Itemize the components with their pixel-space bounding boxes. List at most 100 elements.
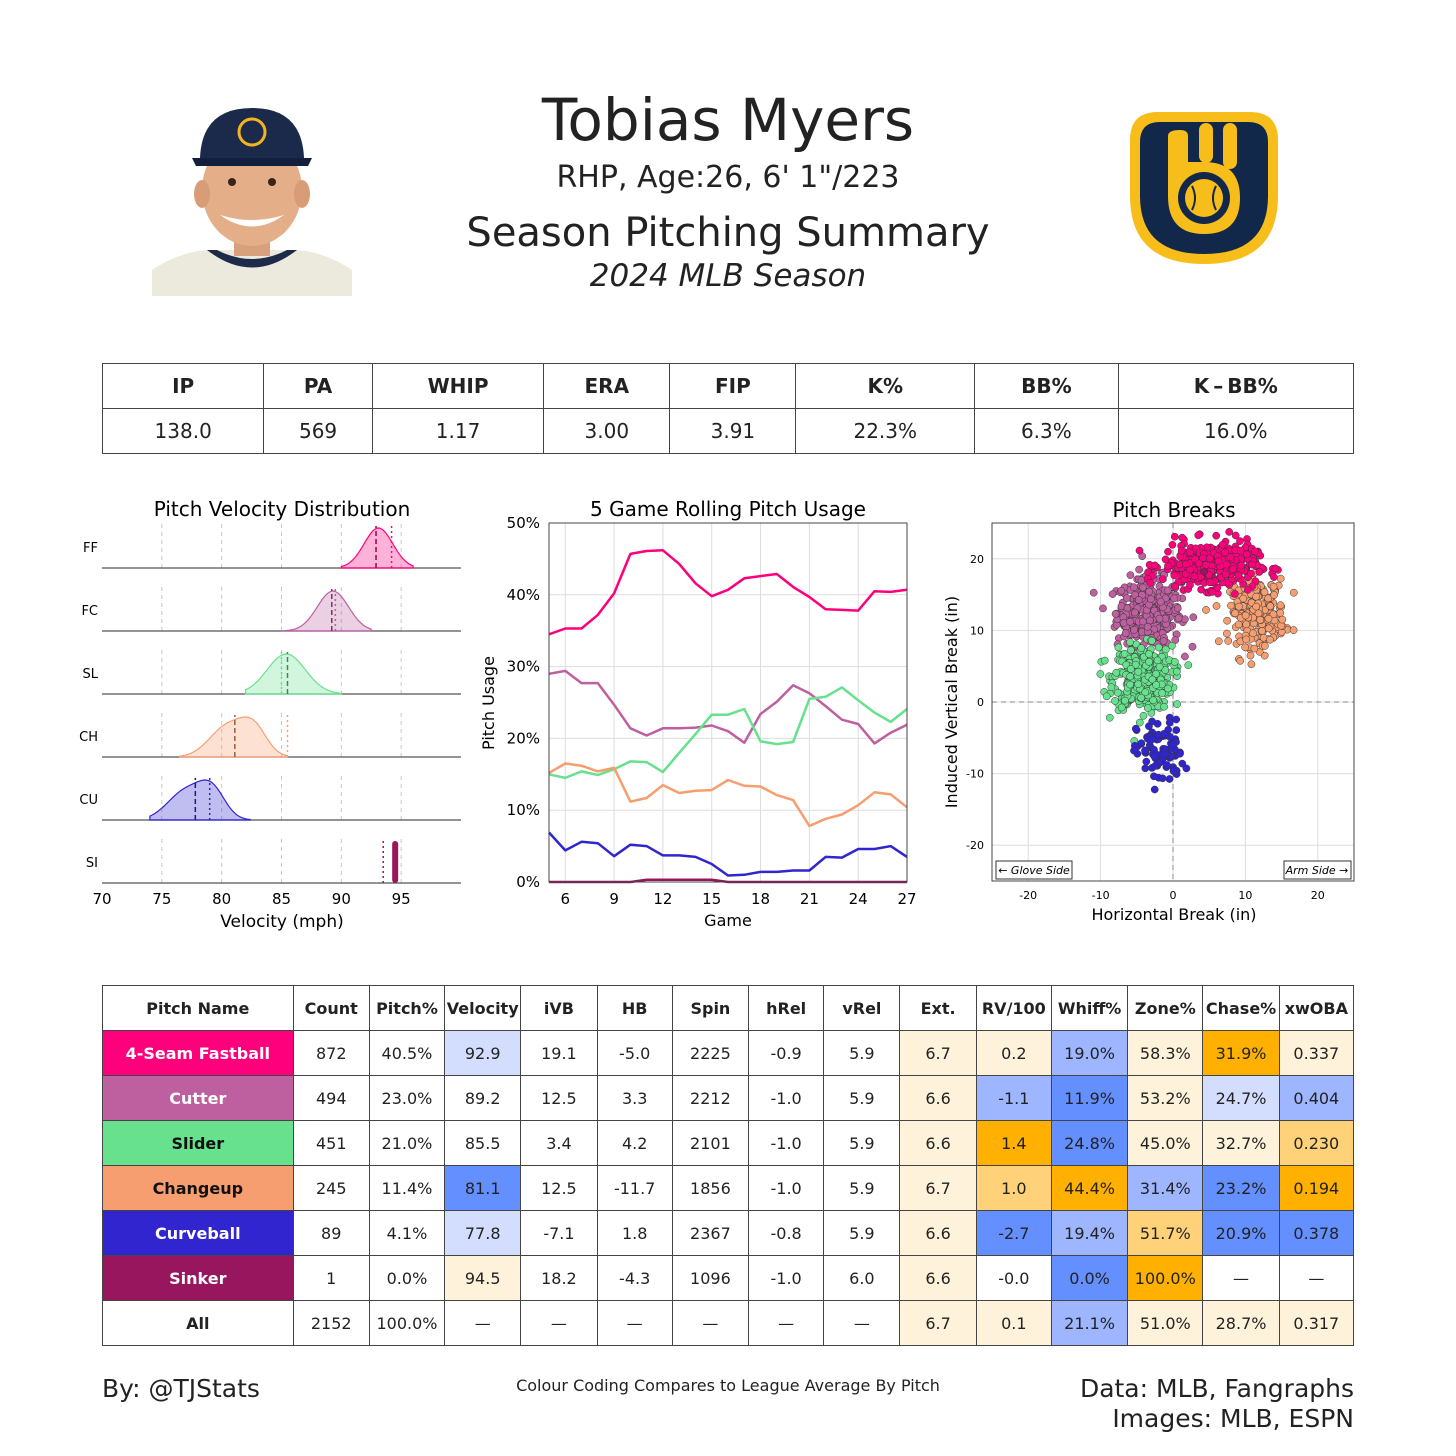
break-point-SL [1170,658,1179,666]
break-point-CU [1176,749,1184,758]
usage-x-tick-label: 6 [560,890,570,908]
break-point-CU [1169,767,1178,775]
break-point-FF [1194,531,1203,540]
stats-value-cell: 1.17 [371,408,545,454]
break-point-FC [1173,604,1182,613]
break-point-SL [1117,703,1126,712]
break-point-CH [1242,620,1251,629]
pitch-table-cell: -0.9 [748,1030,825,1076]
pitch-table-cell: 1 [292,1255,370,1301]
pitch-table-cell: 19.0% [1050,1030,1129,1076]
pitch-table-cell: 31.9% [1202,1030,1280,1076]
break-point-FC [1188,642,1197,651]
velocity-x-axis-label: Velocity (mph) [220,912,343,932]
rolling-usage-chart: 5 Game Rolling Pitch Usage 6 9 12 15 18 21 24 2… [479,497,917,930]
break-point-CH [1276,574,1285,583]
pitch-table-cell: -2.7 [975,1210,1052,1256]
break-point-SL [1127,646,1135,655]
pitch-table-cell: -1.0 [748,1120,825,1166]
break-point-FF [1135,546,1144,555]
break-point-FC [1089,588,1098,597]
arm-side-annotation: Arm Side → [1285,864,1349,877]
pitch-table-cell: 1.8 [596,1210,673,1256]
pitch-table-cell: — [671,1300,750,1346]
break-point-CU [1141,746,1149,755]
break-point-FF [1159,575,1167,584]
pitch-table-cell: -5.0 [596,1030,673,1076]
pitch-table-row: Slider 451 21.0% 85.5 3.4 4.2 2101 -1.0 5.9 6.6 1.… [102,1120,1355,1166]
pitch-table-cell: 45.0% [1127,1120,1204,1166]
pitch-arsenal-table: Pitch Name Count Pitch% Velocity iVB HB Spin hR… [102,985,1355,1346]
pitch-table-cell: 31.4% [1127,1165,1204,1211]
break-point-FF [1212,531,1221,540]
break-point-CU [1161,749,1170,758]
break-point-SL [1102,692,1111,701]
velocity-row-label: FC [81,604,98,619]
usage-y-tick-label: 10% [507,801,540,819]
pitch-table-cell: 12.5 [520,1075,598,1121]
break-point-SL [1145,657,1153,666]
pitch-table-cell: 2212 [671,1075,750,1121]
break-point-FC [1181,652,1189,661]
break-point-FC [1126,617,1134,626]
pitch-table-cell: 20.9% [1202,1210,1280,1256]
break-point-FC [1156,597,1165,606]
break-point-FF [1270,573,1278,581]
break-point-CU [1131,724,1140,733]
pitch-table-cell: 5.9 [823,1120,901,1166]
usage-line-CH [548,762,908,828]
break-point-CH [1264,624,1273,633]
team-logo [1118,100,1290,272]
break-point-SL [1145,650,1153,658]
pitch-table-cell: 53.2% [1127,1075,1204,1121]
breaks-x-tick-label: 10 [1238,889,1252,902]
break-point-FC [1131,608,1139,617]
break-point-FF [1168,540,1177,549]
break-point-FF [1244,585,1252,594]
usage-line-FF [548,549,908,636]
season-label: 2024 MLB Season [589,258,867,294]
velocity-x-tick-label: 80 [212,890,231,908]
break-point-FF [1242,550,1251,559]
pitch-table-header-row: Pitch Name Count Pitch% Velocity iVB HB Spin hR… [102,985,1355,1031]
break-point-CU [1172,726,1181,734]
break-point-FF [1271,564,1280,573]
break-point-SL [1135,718,1144,727]
usage-line-SL [548,686,908,780]
break-point-CH [1261,642,1269,650]
breaks-x-tick-label: 20 [1311,889,1325,902]
pitch-table-cell: -4.3 [596,1255,673,1301]
break-point-FF [1225,528,1234,536]
break-point-SL [1134,667,1143,676]
break-point-CH [1223,616,1231,625]
break-point-FC [1137,576,1146,584]
break-point-CU [1182,764,1191,773]
pitch-table-cell: 51.7% [1127,1210,1204,1256]
pitch-table-cell: 51.0% [1127,1300,1204,1346]
pitch-table-cell: 100.0% [1127,1255,1204,1301]
break-point-SL [1184,661,1193,669]
pitch-name-cell: Curveball [102,1210,294,1256]
breaks-chart-title: Pitch Breaks [1112,498,1235,522]
break-point-CH [1241,643,1250,652]
usage-plot-frame [548,522,908,883]
image-source: Images: MLB, ESPN [1112,1404,1354,1433]
stats-value-cell: 3.91 [669,408,797,454]
break-point-FF [1236,537,1244,545]
break-point-CU [1130,746,1138,755]
break-point-SL [1137,644,1146,652]
pitch-table-cell: 6.6 [899,1210,977,1256]
break-point-CH [1258,627,1266,635]
velocity-density-CU [149,779,252,821]
colour-coding-note: Colour Coding Compares to League Average… [516,1376,940,1395]
break-point-FF [1221,570,1230,579]
break-point-SL [1160,702,1168,711]
break-point-SL [1126,665,1135,673]
season-stats-table: IP PA WHIP ERA FIP K% BB% K – BB% 138.0 … [101,363,1355,454]
break-point-CH [1227,601,1235,610]
break-point-CH [1269,582,1278,591]
pitch-table-cell: — [823,1300,901,1346]
break-point-CU [1172,715,1181,724]
pitch-table-cell: 6.7 [899,1300,977,1346]
break-point-SL [1112,668,1121,677]
